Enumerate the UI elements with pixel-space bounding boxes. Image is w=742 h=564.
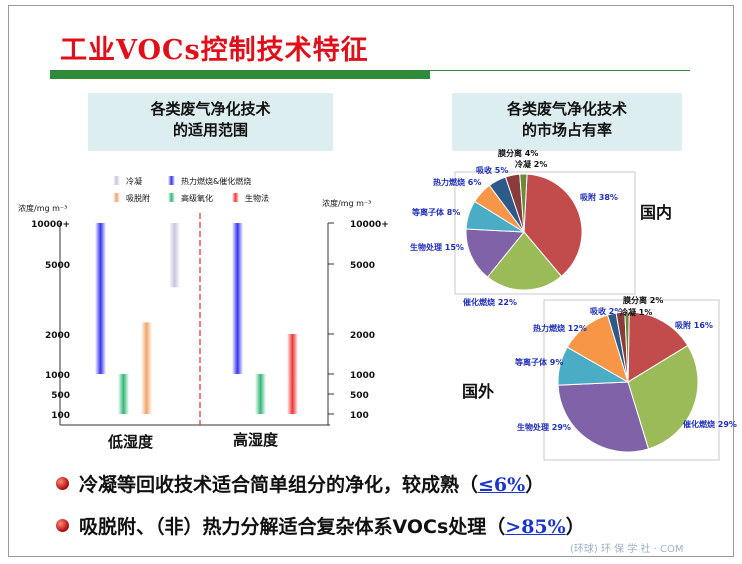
pie-slice-label: 吸附 38% bbox=[580, 192, 618, 202]
bullet-1-text: 冷凝等回收技术适合简单组分的净化，较成熟（ bbox=[79, 474, 479, 496]
legend-label: 吸脱附 bbox=[126, 193, 150, 203]
bullet-1: 冷凝等回收技术适合简单组分的净化，较成熟（≤6%） bbox=[56, 470, 544, 497]
legend-swatch bbox=[113, 176, 120, 185]
y-tick-label-left: 5000 bbox=[45, 261, 70, 271]
y-tick-label-left: 2000 bbox=[45, 331, 70, 341]
pie-slice-label: 生物处理 29% bbox=[517, 422, 571, 432]
legend-label: 生物法 bbox=[245, 193, 269, 203]
category-label-low: 低湿度 bbox=[108, 433, 154, 451]
range-heading-line2: 的适用范围 bbox=[172, 121, 248, 139]
bullet-dot-icon bbox=[56, 477, 69, 490]
range-bar bbox=[118, 374, 129, 414]
pie-slice bbox=[486, 231, 563, 291]
legend-swatch bbox=[168, 176, 175, 185]
legend-swatch bbox=[168, 193, 175, 202]
y-tick-label-right: 2000 bbox=[350, 331, 375, 341]
pie-slice-label: 等离子体 9% bbox=[514, 357, 563, 367]
pie-slice-label: 生物处理 15% bbox=[410, 242, 464, 252]
bullet-1-tail: ） bbox=[525, 474, 545, 496]
pie-slice-label: 等离子体 8% bbox=[411, 207, 460, 217]
pie-slice-label: 冷凝 2% bbox=[515, 159, 547, 169]
slide-title: 工业VOCs控制技术特征 bbox=[60, 35, 369, 66]
market-heading-line2: 的市场占有率 bbox=[521, 121, 612, 139]
pie-frame bbox=[454, 171, 636, 295]
bullet-2-text: 吸脱附、（非）热力分解适合复杂体系VOCs处理（ bbox=[79, 516, 506, 538]
y-tick-label-right: 100 bbox=[350, 411, 369, 421]
y-tick-label-right: 1000 bbox=[350, 371, 375, 381]
pie-label-foreign: 国外 bbox=[462, 382, 495, 401]
bullet-2-highlight: >85% bbox=[505, 516, 566, 538]
range-bar bbox=[287, 334, 298, 414]
legend-swatch bbox=[232, 193, 239, 202]
legend-label: 热力燃烧&催化燃烧 bbox=[181, 176, 251, 186]
pie-label-domestic: 国内 bbox=[640, 203, 673, 222]
bullet-2-tail: ） bbox=[565, 516, 585, 538]
pie-slice bbox=[627, 344, 699, 450]
pie-slice bbox=[557, 381, 650, 453]
bullet-2: 吸脱附、（非）热力分解适合复杂体系VOCs处理（>85%） bbox=[56, 512, 585, 539]
bullet-dot-icon bbox=[56, 519, 69, 532]
market-heading-box: 各类废气净化技术 的市场占有率 bbox=[452, 93, 682, 151]
title-accent-bar bbox=[50, 71, 430, 79]
pie-slice bbox=[465, 228, 526, 278]
y-axis-label-left: 浓度/mg m⁻³ bbox=[18, 203, 67, 213]
bullet-1-highlight: ≤6% bbox=[478, 474, 526, 496]
y-tick-label-left: 1000 bbox=[45, 371, 70, 381]
pie-slice-label: 膜分离 4% bbox=[498, 148, 538, 158]
range-heading-box: 各类废气净化技术 的适用范围 bbox=[88, 93, 333, 151]
pie-slice-label: 膜分离 2% bbox=[623, 295, 663, 305]
market-heading-line1: 各类废气净化技术 bbox=[506, 100, 627, 118]
pie-slice bbox=[624, 311, 630, 383]
y-tick-label-right: 10000+ bbox=[350, 220, 389, 230]
pie-frame bbox=[543, 299, 720, 461]
watermark: (环球) 环 保 学 社 · COM bbox=[570, 544, 684, 555]
legend-swatch bbox=[113, 193, 120, 202]
pie-slice-label: 热力燃烧 12% bbox=[533, 323, 587, 333]
pie-slice-label: 催化燃烧 29% bbox=[683, 419, 737, 429]
range-bar bbox=[95, 223, 106, 374]
range-bar bbox=[232, 223, 243, 374]
y-tick-label-right: 5000 bbox=[350, 261, 375, 271]
pie-slice-label: 吸收 2% bbox=[590, 306, 622, 316]
legend-label: 高级氧化 bbox=[181, 193, 213, 203]
pie-slice-label: 热力燃烧 6% bbox=[433, 177, 481, 187]
pie-slice-label: 催化燃烧 22% bbox=[463, 297, 517, 307]
y-tick-label-right: 500 bbox=[350, 391, 369, 401]
range-bar bbox=[169, 223, 180, 288]
y-tick-label-left: 100 bbox=[51, 411, 70, 421]
legend-label: 冷凝 bbox=[126, 176, 142, 186]
range-bar bbox=[141, 322, 152, 414]
category-label-high: 高湿度 bbox=[233, 431, 279, 449]
range-heading-line1: 各类废气净化技术 bbox=[150, 100, 271, 118]
pie-slice-label: 吸附 16% bbox=[675, 320, 713, 330]
y-tick-label-left: 500 bbox=[51, 391, 70, 401]
title-rule bbox=[50, 70, 690, 71]
y-tick-label-left: 10000+ bbox=[31, 220, 70, 230]
range-bar bbox=[255, 374, 266, 414]
pie-slice bbox=[519, 173, 528, 233]
pie-slice bbox=[627, 311, 689, 383]
pie-slice bbox=[523, 173, 583, 278]
pie-slice-label: 冷凝 1% bbox=[620, 307, 652, 317]
y-axis-label-right: 浓度/mg m⁻³ bbox=[322, 198, 371, 208]
pie-slice-label: 吸收 5% bbox=[476, 165, 508, 175]
